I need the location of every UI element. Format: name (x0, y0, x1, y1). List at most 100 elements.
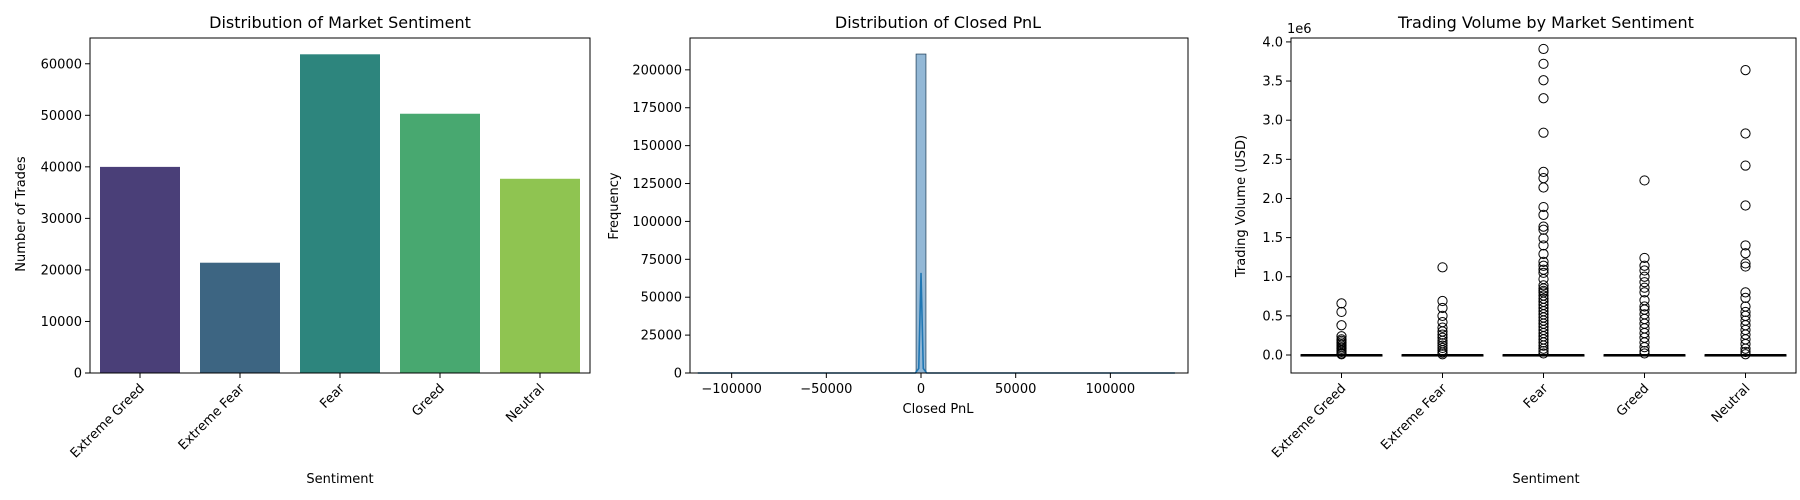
outlier-point (1639, 348, 1650, 359)
x-tick-label: Extreme Greed (68, 381, 148, 461)
outlier-point (1437, 295, 1448, 307)
bar (100, 166, 180, 373)
outlier-point (1538, 166, 1549, 177)
y-tick-label: 25000 (641, 329, 682, 344)
outlier-point (1538, 260, 1549, 271)
y-tick-label: 0 (74, 367, 82, 382)
y-tick-label: 100000 (632, 215, 682, 230)
outlier-point (1740, 301, 1751, 312)
outlier-point (1538, 248, 1549, 260)
chart2-xlabel: Closed PnL (903, 402, 975, 417)
y-tick-label: 3.5 (1262, 75, 1283, 90)
outlier-point (1740, 261, 1751, 272)
outlier-point (1336, 298, 1347, 309)
outlier-point (1437, 310, 1448, 321)
y-tick-label: 60000 (41, 57, 82, 72)
outlier-point (1538, 256, 1549, 267)
y-tick-label: 30000 (41, 212, 82, 227)
outlier-point (1740, 287, 1751, 298)
outlier-point (1740, 64, 1751, 76)
outlier-point (1538, 348, 1549, 359)
outlier-point (1740, 258, 1751, 269)
outlier-point (1639, 301, 1650, 312)
outlier-point (1538, 343, 1549, 354)
outlier-point (1336, 320, 1347, 331)
x-tick-label: Fear (317, 381, 348, 412)
outlier-point (1538, 43, 1549, 55)
outlier-point (1740, 248, 1751, 259)
y-tick-label: 0 (674, 367, 682, 382)
chart2-title: Distribution of Closed PnL (835, 13, 1041, 32)
outlier-point (1538, 201, 1549, 213)
outlier-point (1639, 337, 1650, 348)
x-tick-label: Neutral (503, 381, 548, 426)
outlier-point (1538, 233, 1549, 244)
chart3-ylabel: Trading Volume (USD) (1234, 135, 1249, 278)
x-tick-label: 50000 (995, 382, 1036, 397)
outlier-point (1538, 182, 1549, 193)
outlier-point (1740, 292, 1751, 303)
outlier-point (1437, 262, 1448, 273)
y-tick-label: 20000 (41, 263, 82, 278)
outlier-point (1538, 240, 1549, 251)
y-tick-label: 50000 (641, 291, 682, 306)
outlier-point (1538, 221, 1549, 232)
x-tick-label: −100000 (701, 382, 762, 397)
outlier-point (1437, 302, 1448, 314)
chart3-axes-frame (1290, 37, 1797, 374)
sentiment-bar-chart: Distribution of Market Sentiment Number … (14, 13, 591, 487)
x-tick-label: Extreme Fear (1378, 381, 1451, 454)
x-tick-label: Extreme Greed (1269, 381, 1349, 461)
outlier-point (1437, 332, 1448, 343)
y-tick-label: 3.0 (1262, 114, 1283, 129)
outlier-point (1538, 267, 1549, 278)
outlier-point (1538, 283, 1549, 294)
pnl-histogram-chart: Distribution of Closed PnL Frequency Clo… (607, 13, 1189, 417)
chart2-axes-frame (689, 37, 1189, 374)
outlier-point (1639, 282, 1650, 293)
outlier-point (1538, 224, 1549, 235)
x-tick-label: 0 (917, 382, 925, 397)
outlier-point (1740, 343, 1751, 354)
y-tick-label: 0.0 (1262, 348, 1283, 363)
outlier-point (1740, 338, 1751, 350)
chart1-axes-frame (89, 37, 591, 374)
bar (400, 113, 480, 373)
outlier-point (1740, 160, 1751, 171)
y-tick-label: 40000 (41, 160, 82, 175)
outlier-point (1437, 342, 1448, 354)
chart3-offset-label: 1e6 (1287, 22, 1312, 37)
outlier-point (1538, 75, 1549, 86)
outlier-point (1639, 271, 1650, 282)
outlier-point (1437, 317, 1448, 328)
chart3-xlabel: Sentiment (1512, 472, 1579, 487)
outlier-point (1437, 322, 1448, 333)
y-tick-label: 4.0 (1262, 35, 1283, 50)
x-tick-label: Greed (409, 381, 447, 419)
outlier-point (1538, 173, 1549, 184)
y-tick-label: 175000 (632, 101, 682, 116)
chart1-ylabel: Number of Trades (14, 156, 29, 272)
y-tick-label: 150000 (632, 139, 682, 154)
x-tick-label: Fear (1521, 381, 1552, 412)
y-tick-label: 1.5 (1262, 231, 1283, 246)
kde-line (697, 272, 1175, 374)
outlier-point (1740, 128, 1751, 139)
outlier-point (1538, 93, 1549, 104)
outlier-point (1639, 277, 1650, 288)
x-tick-label: −50000 (800, 382, 852, 397)
chart3-title: Trading Volume by Market Sentiment (1397, 13, 1694, 32)
outlier-point (1538, 337, 1549, 348)
outlier-point (1639, 342, 1650, 353)
outlier-point (1740, 306, 1751, 318)
y-tick-label: 2.5 (1262, 153, 1283, 168)
outlier-point (1538, 280, 1549, 291)
outlier-point (1639, 287, 1650, 298)
bar (300, 54, 380, 374)
outlier-point (1336, 306, 1347, 318)
x-tick-label: Neutral (1709, 381, 1754, 426)
outlier-point (1538, 340, 1549, 351)
volume-boxplot-chart: Trading Volume by Market Sentiment Tradi… (1234, 13, 1797, 487)
outlier-point (1437, 329, 1448, 340)
